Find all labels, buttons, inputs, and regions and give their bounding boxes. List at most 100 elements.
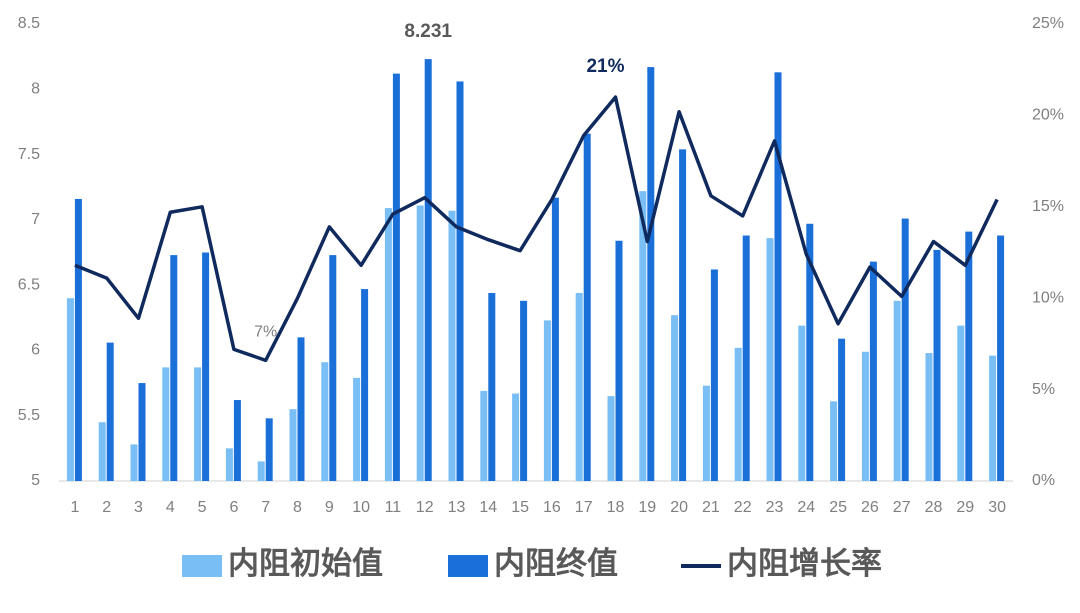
- bar: [647, 67, 655, 482]
- bar: [766, 238, 774, 481]
- x-tick-label: 12: [416, 499, 434, 516]
- bar: [615, 240, 623, 481]
- x-tick-label: 1: [70, 499, 79, 516]
- x-tick-label: 3: [134, 499, 143, 516]
- bar: [838, 338, 846, 481]
- y2-tick-label: 5%: [1032, 381, 1055, 398]
- bar: [225, 448, 233, 481]
- bar: [289, 409, 297, 481]
- bar: [384, 208, 392, 481]
- y2-tick-label: 0%: [1032, 472, 1055, 489]
- bar: [965, 231, 973, 481]
- bar: [392, 73, 400, 482]
- bar: [575, 292, 583, 481]
- bar: [702, 385, 710, 481]
- y-tick-label: 6.5: [18, 276, 40, 293]
- x-tick-label: 6: [229, 499, 238, 516]
- legend-swatch: [182, 555, 222, 577]
- bar: [257, 461, 265, 481]
- bar: [861, 351, 869, 481]
- x-tick-label: 18: [607, 499, 625, 516]
- x-tick-label: 28: [925, 499, 943, 516]
- bar: [551, 197, 559, 481]
- bar: [933, 249, 941, 481]
- x-tick-label: 11: [385, 499, 402, 516]
- x-tick-label: 22: [734, 499, 752, 516]
- x-tick-label: 29: [956, 499, 974, 516]
- bar: [583, 133, 591, 481]
- y-tick-label: 8: [31, 81, 40, 98]
- data-label: 7%: [254, 324, 277, 341]
- bar: [329, 255, 337, 481]
- x-tick-label: 19: [638, 499, 656, 516]
- x-tick-label: 16: [543, 499, 561, 516]
- y2-tick-label: 25%: [1032, 15, 1064, 32]
- x-tick-label: 27: [893, 499, 911, 516]
- x-tick-label: 8: [293, 499, 302, 516]
- bar: [98, 422, 106, 481]
- y2-tick-label: 15%: [1032, 198, 1064, 215]
- x-tick-label: 9: [325, 499, 334, 516]
- x-tick-label: 14: [479, 499, 497, 516]
- bar: [901, 218, 909, 481]
- bar: [671, 315, 679, 481]
- bar: [957, 325, 965, 481]
- data-label: 8.231: [404, 21, 452, 42]
- data-label: 21%: [586, 56, 624, 77]
- x-tick-label: 15: [511, 499, 529, 516]
- bar: [130, 444, 138, 481]
- bar: [774, 72, 782, 481]
- bar: [989, 355, 997, 481]
- bar: [74, 198, 82, 482]
- y-tick-label: 5.5: [18, 407, 40, 424]
- bar: [265, 418, 273, 481]
- y-tick-label: 7.5: [18, 146, 40, 163]
- x-tick-label: 30: [988, 499, 1006, 516]
- y2-tick-label: 10%: [1032, 289, 1064, 306]
- bar: [233, 400, 241, 481]
- bar: [353, 377, 361, 481]
- x-tick-label: 5: [198, 499, 207, 516]
- y-tick-label: 7: [31, 211, 40, 228]
- x-tick-label: 7: [261, 499, 270, 516]
- bar: [679, 149, 687, 481]
- bar: [893, 300, 901, 481]
- bar: [297, 337, 305, 481]
- x-tick-label: 24: [797, 499, 815, 516]
- x-tick-label: 4: [166, 499, 175, 516]
- line: [74, 95, 999, 363]
- bar: [607, 396, 615, 481]
- bar: [361, 289, 369, 481]
- bar: [162, 367, 170, 481]
- bar: [830, 401, 838, 481]
- x-tick-label: 20: [670, 499, 688, 516]
- legend-label: 内阻终值: [494, 546, 618, 581]
- bar: [710, 269, 718, 481]
- x-tick-label: 10: [352, 499, 370, 516]
- bar: [925, 353, 933, 481]
- x-tick-label: 25: [829, 499, 847, 516]
- x-tick-label: 17: [575, 499, 593, 516]
- bar: [416, 205, 424, 481]
- bar: [448, 210, 456, 481]
- bar: [66, 298, 74, 481]
- bar: [798, 325, 806, 481]
- bar: [480, 390, 488, 481]
- bar: [869, 261, 877, 481]
- bar: [488, 292, 496, 481]
- y-tick-label: 8.5: [18, 15, 40, 32]
- bar: [456, 81, 464, 482]
- legend-swatch: [448, 555, 488, 577]
- bar: [997, 235, 1005, 481]
- y-tick-label: 5: [31, 472, 40, 489]
- bar: [512, 393, 520, 481]
- legend-label: 内阻初始值: [228, 546, 383, 581]
- bar: [321, 362, 329, 481]
- bar: [194, 367, 202, 481]
- bar: [543, 320, 551, 481]
- y2-tick-label: 20%: [1032, 107, 1064, 124]
- x-tick-label: 26: [861, 499, 879, 516]
- bar: [202, 252, 210, 481]
- bar: [639, 191, 647, 482]
